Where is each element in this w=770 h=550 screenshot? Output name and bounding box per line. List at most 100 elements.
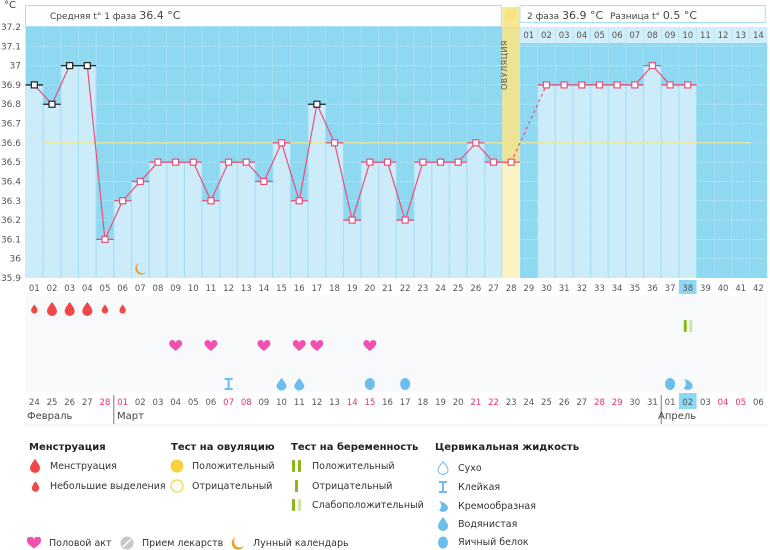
date-label: 10 bbox=[276, 398, 287, 408]
y-tick-label: 35.9 bbox=[1, 274, 21, 284]
legend-ovulation-negative: Отрицательный bbox=[170, 479, 272, 493]
cycle-day-label: 07 bbox=[135, 284, 146, 294]
temperature-bar bbox=[255, 181, 273, 278]
date-label: 20 bbox=[453, 398, 464, 408]
date-label: 24 bbox=[29, 398, 40, 408]
phase2-day-number: 13 bbox=[735, 31, 746, 41]
cycle-day-label: 06 bbox=[117, 284, 128, 294]
menstruation-icon bbox=[64, 302, 75, 316]
temperature-point bbox=[631, 81, 639, 89]
temperature-bar bbox=[485, 162, 502, 278]
diff-value: 0.5 °C bbox=[662, 9, 698, 22]
date-label: 03 bbox=[153, 398, 164, 408]
temperature-bar bbox=[449, 162, 467, 278]
temperature-point bbox=[154, 158, 162, 166]
phase2-day-number: 05 bbox=[594, 31, 605, 41]
temperature-point bbox=[136, 177, 144, 186]
temperature-bar bbox=[149, 162, 167, 278]
phase2-day-number: 12 bbox=[718, 31, 729, 41]
y-axis-unit: °C bbox=[4, 0, 16, 11]
spotting-icon bbox=[101, 304, 109, 314]
legend-fluid-dry: Сухо bbox=[436, 461, 482, 475]
phase2-day-number: 01 bbox=[523, 31, 534, 41]
y-tick-label: 36.8 bbox=[1, 100, 21, 110]
legend-intercourse: Половой акт bbox=[27, 536, 112, 550]
cycle-day-label: 15 bbox=[276, 284, 287, 294]
temperature-point bbox=[348, 216, 356, 224]
date-label: 25 bbox=[541, 398, 552, 408]
date-label: 27 bbox=[576, 398, 587, 408]
pregnancy-test-line bbox=[683, 320, 687, 332]
temperature-point bbox=[489, 158, 498, 166]
date-label: 28 bbox=[594, 398, 605, 408]
cycle-day-label: 20 bbox=[364, 284, 375, 294]
date-label: 07 bbox=[223, 398, 234, 408]
phase2-average: 2 фаза 36.9 °C bbox=[527, 9, 603, 22]
phase2-day-number: 14 bbox=[753, 31, 764, 41]
temperature-bar bbox=[220, 162, 237, 278]
temperature-line-segment bbox=[104, 200, 124, 240]
date-label: 17 bbox=[400, 398, 411, 408]
date-label: 08 bbox=[241, 398, 252, 408]
temperature-line-segment bbox=[333, 142, 353, 221]
temperature-point bbox=[401, 216, 409, 224]
date-label: 22 bbox=[488, 398, 499, 408]
temperature-bar bbox=[202, 200, 220, 278]
temperature-point bbox=[330, 139, 339, 147]
date-label: 19 bbox=[435, 398, 446, 408]
fluid-egg-white-icon bbox=[665, 378, 676, 390]
legend-cervical-fluid-title: Цервикальная жидкость bbox=[435, 442, 580, 453]
cycle-day-label: 30 bbox=[541, 284, 552, 294]
temperature-bar bbox=[661, 84, 679, 278]
temperature-line-segment bbox=[316, 103, 336, 144]
legend-spotting: Небольшие выделения bbox=[28, 479, 166, 493]
legend-pregnancy-test-title: Тест на беременность bbox=[291, 442, 419, 453]
temperature-point bbox=[366, 158, 374, 166]
date-label: 03 bbox=[700, 398, 711, 408]
phase2-day-number: 08 bbox=[647, 31, 658, 41]
cycle-day-label: 09 bbox=[170, 284, 181, 294]
temperature-bar bbox=[591, 84, 608, 278]
phase2-day-number: 03 bbox=[559, 31, 570, 41]
pregnancy-positive-icon bbox=[290, 459, 304, 473]
temperature-bar bbox=[414, 162, 432, 278]
y-tick-label: 36.3 bbox=[1, 197, 21, 207]
temperature-bar bbox=[396, 220, 414, 278]
cycle-day-label: 33 bbox=[594, 284, 605, 294]
date-label: 21 bbox=[470, 398, 481, 408]
temperature-bar bbox=[679, 84, 697, 278]
date-label: 13 bbox=[329, 398, 340, 408]
y-tick-label: 37.1 bbox=[1, 42, 21, 52]
moon-icon bbox=[135, 263, 147, 275]
temperature-line-segment bbox=[510, 84, 548, 163]
temperature-point bbox=[648, 62, 657, 70]
fluid-watery-icon bbox=[276, 378, 287, 391]
bbt-chart: 37.2 37.1 37 36.9 36.8 36.7 36.6 36.5 36.4 36.3 36… bbox=[1, 5, 768, 426]
temperature-point bbox=[83, 62, 91, 70]
temperature-point bbox=[595, 81, 604, 89]
temperature-bar bbox=[167, 162, 184, 278]
heart-icon bbox=[169, 339, 183, 351]
cycle-day-label: 35 bbox=[629, 284, 640, 294]
fluid-watery-icon bbox=[436, 517, 450, 531]
pill-icon bbox=[120, 536, 134, 550]
temperature-bar bbox=[273, 142, 290, 278]
y-tick-label: 36.1 bbox=[1, 235, 21, 245]
temperature-bar bbox=[626, 84, 644, 278]
y-tick-label: 36.4 bbox=[1, 177, 21, 187]
temperature-bar bbox=[432, 162, 449, 278]
legend-pregnancy-positive: Положительный bbox=[290, 459, 395, 473]
date-label: 30 bbox=[629, 398, 640, 408]
fluid-watery-icon bbox=[294, 378, 305, 391]
symbol-rows-background bbox=[25, 296, 768, 392]
date-label: 23 bbox=[506, 398, 517, 408]
cycle-day-label: 19 bbox=[347, 284, 358, 294]
heart-icon bbox=[27, 536, 41, 550]
cycle-day-label: 38 bbox=[682, 284, 693, 294]
temperature-point bbox=[242, 158, 250, 166]
cycle-day-label: 40 bbox=[718, 284, 729, 294]
temperature-point bbox=[383, 158, 392, 166]
phase1-label: Средняя t° 1 фаза bbox=[50, 12, 137, 22]
temperature-point bbox=[613, 81, 621, 89]
cycle-day-label: 41 bbox=[735, 284, 746, 294]
